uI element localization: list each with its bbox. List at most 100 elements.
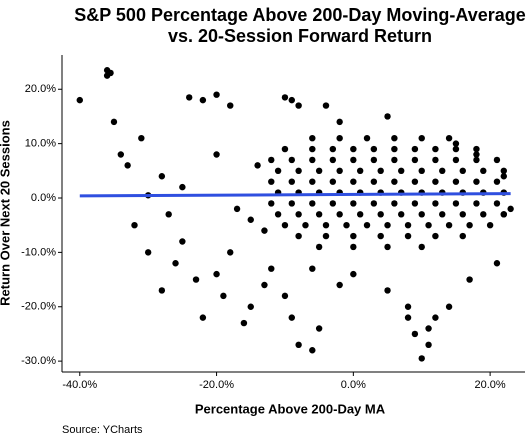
y-axis-label: Return Over Next 20 Sessions [0,120,12,306]
scatter-point [439,211,446,218]
scatter-point [179,238,186,245]
scatter-point [452,178,460,185]
scatter-point [295,341,302,349]
scatter-point [363,134,371,142]
scatter-point [295,232,302,240]
scatter-point [404,221,412,229]
scatter-point [418,167,425,175]
scatter-point [288,314,295,321]
scatter-point [425,221,432,229]
scatter-point [268,200,275,207]
scatter-point [288,178,295,185]
y-tick-label: 0.0% [31,192,56,204]
scatter-point [179,183,186,191]
scatter-point [315,211,323,218]
scatter-point [432,178,439,185]
scatter-point [281,145,289,153]
scatter-point [350,200,357,207]
x-tick-label: -20.0% [199,379,234,391]
scatter-point [445,221,453,229]
scatter-point [411,145,419,153]
scatter-point [213,91,220,98]
scatter-point [309,347,316,354]
scatter-point [356,211,364,218]
scatter-point [350,145,357,153]
scatter-point [165,211,172,218]
scatter-point [370,156,378,164]
scatter-point [445,303,453,310]
x-axis-label: Percentage Above 200-Day MA [195,401,386,416]
scatter-point [199,96,207,104]
source-note: Source: YCharts [62,424,143,436]
scatter-point [288,156,295,164]
scatter-point [192,276,200,283]
scatter-point [391,178,398,185]
scatter-point [459,167,466,175]
scatter-point [329,178,337,185]
scatter-point [432,156,439,164]
scatter-point [493,200,501,207]
scatter-point [350,270,357,278]
y-tick-label: 20.0% [25,83,56,95]
scatter-point [493,156,501,164]
scatter-point [309,265,316,272]
x-tick-label: 0.0% [341,379,366,391]
scatter-point [343,221,350,229]
scatter-point [336,118,343,126]
scatter-point [398,167,405,175]
scatter-point [281,94,289,101]
scatter-point [404,232,412,240]
scatter-point [172,260,179,267]
scatter-point [329,200,337,207]
chart-subtitle: vs. 20-Session Forward Return [168,26,432,46]
scatter-point [473,178,480,185]
scatter-point [411,178,419,185]
scatter-point [507,205,514,213]
scatter-point [452,200,460,207]
scatter-point [473,145,480,153]
scatter-point [247,303,254,310]
scatter-point [493,178,501,185]
y-tick-label: -10.0% [21,246,56,258]
scatter-point [384,113,391,120]
trend-line [79,192,511,198]
scatter-point [336,134,343,142]
scatter-point [439,167,446,175]
y-tick-label: -30.0% [21,355,56,367]
scatter-point [309,145,316,153]
scatter-point [213,151,220,158]
scatter-point [281,221,289,229]
scatter-point [425,341,432,349]
scatter-point [411,156,419,164]
scatter-point [418,243,425,251]
scatter-point [500,167,507,175]
scatter-point [110,118,118,126]
scatter-point [103,72,111,79]
scatter-point [247,216,254,223]
scatter-point [391,200,398,207]
scatter-point [363,221,371,229]
scatter-point [370,178,378,185]
scatter-point [350,178,357,185]
x-tick-label: -40.0% [62,379,97,391]
scatter-point [452,140,460,147]
scatter-point [398,211,405,218]
scatter-point [268,178,275,185]
scatter-point [309,200,316,207]
scatter-point [350,243,357,251]
scatter-point [76,96,83,104]
scatter-point [459,232,466,240]
scatter-point [452,156,460,164]
scatter-point [377,211,384,218]
scatter-point [220,292,227,300]
scatter-point [186,94,193,101]
scatter-point [254,162,261,169]
scatter-point [227,102,234,109]
scatter-point [240,319,248,327]
scatter-point [480,211,487,218]
scatter-point [391,145,398,153]
y-tick-label: 10.0% [25,138,56,150]
scatter-point [384,287,391,294]
scatter-point [404,314,412,321]
scatter-point [131,221,138,229]
